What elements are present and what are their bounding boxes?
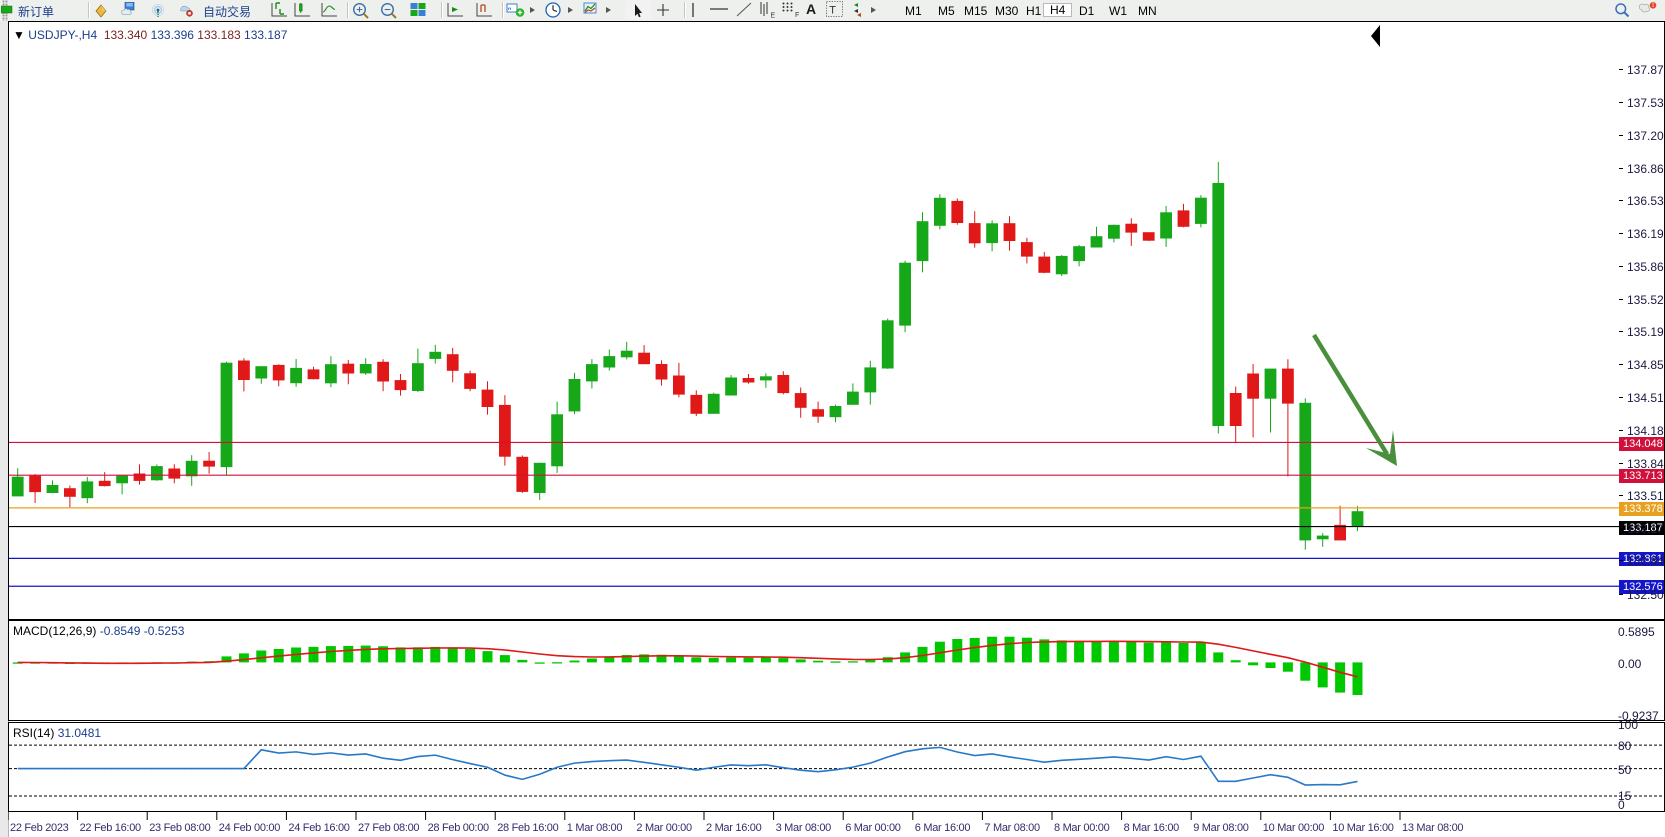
svg-text:A: A <box>806 1 816 17</box>
svg-text:F: F <box>795 12 799 19</box>
svg-text:T: T <box>829 4 836 16</box>
svg-text:1: 1 <box>1652 3 1655 9</box>
svg-text:E: E <box>771 13 776 20</box>
